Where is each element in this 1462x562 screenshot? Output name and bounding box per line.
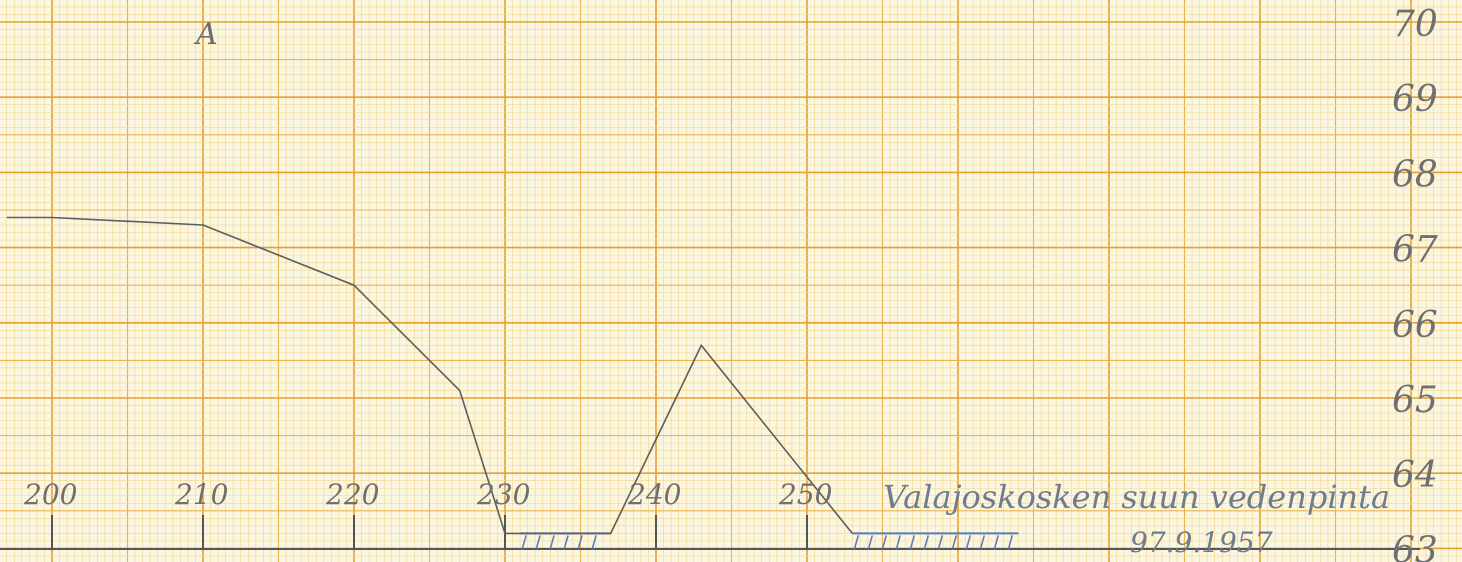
water-surface-hatch	[1007, 535, 1014, 550]
water-surface-hatch	[909, 535, 916, 550]
x-tick-labels: 200 210 220 230 240 250	[23, 478, 832, 511]
annotation-text: Valajoskosken suun vedenpinta	[883, 478, 1390, 516]
y-tick-label-63: 63	[1392, 530, 1438, 562]
water-surface-hatch	[937, 535, 944, 550]
water-surface-hatch	[521, 535, 527, 550]
y-tick-label-69: 69	[1392, 79, 1438, 120]
x-tick-label-230: 230	[476, 478, 530, 511]
y-tick-label-64: 64	[1392, 455, 1438, 496]
annotation-date: 97.9.1957	[1130, 526, 1273, 559]
water-surface-hatch	[549, 535, 555, 550]
y-tick-label-65: 65	[1392, 380, 1438, 421]
water-surface-hatch	[965, 535, 972, 550]
y-tick-label-70: 70	[1392, 4, 1438, 45]
water-surface-hatch	[993, 535, 1000, 550]
x-tick-label-250: 250	[778, 478, 832, 511]
water-surface-hatch	[591, 535, 597, 550]
marker-label-a: A	[193, 17, 218, 52]
water-surface-hatch	[895, 535, 902, 550]
water-surface-hatch	[563, 535, 569, 550]
water-surface-hatch	[881, 535, 888, 550]
water-surface-hatch	[577, 535, 583, 550]
water-surface-hatch	[867, 535, 874, 550]
water-surface-hatch	[535, 535, 541, 550]
x-tick-label-220: 220	[325, 478, 379, 511]
x-tick-label-200: 200	[23, 478, 77, 511]
y-tick-labels: 70 69 68 67 66 65 64 63	[1392, 4, 1438, 562]
y-tick-label-66: 66	[1392, 305, 1438, 346]
y-tick-label-67: 67	[1392, 230, 1438, 271]
x-tick-label-210: 210	[174, 478, 228, 511]
series-line-profile	[6, 216, 853, 535]
water-surface-hatch	[951, 535, 958, 550]
water-surface-hatch	[923, 535, 930, 550]
x-tick-marks	[51, 515, 808, 549]
water-surface-hatch	[979, 535, 986, 550]
water-surface-hatch	[853, 535, 860, 550]
y-tick-label-68: 68	[1392, 154, 1438, 195]
x-tick-label-240: 240	[627, 478, 681, 511]
